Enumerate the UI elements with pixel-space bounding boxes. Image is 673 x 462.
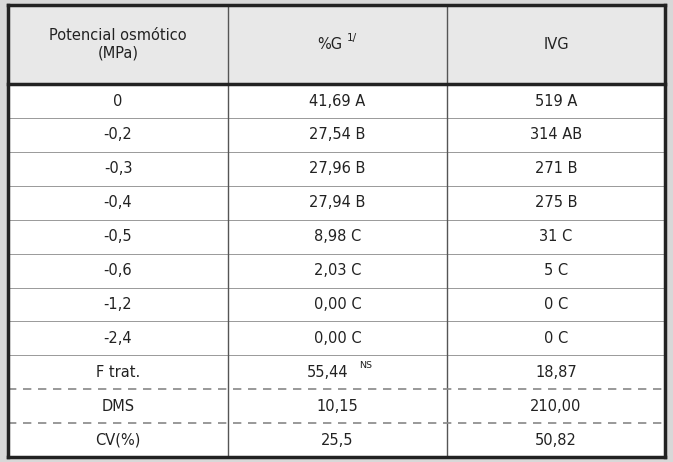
- Text: 25,5: 25,5: [321, 432, 354, 448]
- Text: 8,98 C: 8,98 C: [314, 229, 361, 244]
- Text: -0,5: -0,5: [104, 229, 133, 244]
- Text: -2,4: -2,4: [104, 331, 133, 346]
- Text: F trat.: F trat.: [96, 365, 140, 380]
- Text: 2,03 C: 2,03 C: [314, 263, 361, 278]
- Text: 0 C: 0 C: [544, 331, 568, 346]
- Text: IVG: IVG: [543, 37, 569, 52]
- Text: 27,94 B: 27,94 B: [310, 195, 365, 210]
- Text: 27,54 B: 27,54 B: [310, 128, 365, 142]
- Text: -0,3: -0,3: [104, 161, 133, 176]
- Text: 10,15: 10,15: [316, 399, 358, 413]
- Text: 5 C: 5 C: [544, 263, 568, 278]
- Text: 41,69 A: 41,69 A: [310, 93, 365, 109]
- Text: 275 B: 275 B: [534, 195, 577, 210]
- Text: -0,2: -0,2: [104, 128, 133, 142]
- Text: -0,4: -0,4: [104, 195, 133, 210]
- Text: CV(%): CV(%): [96, 432, 141, 448]
- Text: 55,44: 55,44: [307, 365, 349, 380]
- Text: 1/: 1/: [347, 32, 357, 43]
- Text: 0,00 C: 0,00 C: [314, 297, 361, 312]
- Text: 314 AB: 314 AB: [530, 128, 582, 142]
- Bar: [8, 5, 665, 84]
- Text: 0 C: 0 C: [544, 297, 568, 312]
- Text: NS: NS: [359, 361, 372, 370]
- Text: 18,87: 18,87: [535, 365, 577, 380]
- Text: 0,00 C: 0,00 C: [314, 331, 361, 346]
- Text: 50,82: 50,82: [535, 432, 577, 448]
- Text: %G: %G: [317, 37, 342, 52]
- Text: 0: 0: [113, 93, 122, 109]
- Text: -1,2: -1,2: [104, 297, 133, 312]
- Text: 271 B: 271 B: [534, 161, 577, 176]
- Text: Potencial osmótico
(MPa): Potencial osmótico (MPa): [49, 28, 187, 61]
- Text: 210,00: 210,00: [530, 399, 581, 413]
- Text: 519 A: 519 A: [535, 93, 577, 109]
- Text: 27,96 B: 27,96 B: [310, 161, 365, 176]
- Text: 31 C: 31 C: [539, 229, 573, 244]
- Text: DMS: DMS: [102, 399, 135, 413]
- Text: -0,6: -0,6: [104, 263, 133, 278]
